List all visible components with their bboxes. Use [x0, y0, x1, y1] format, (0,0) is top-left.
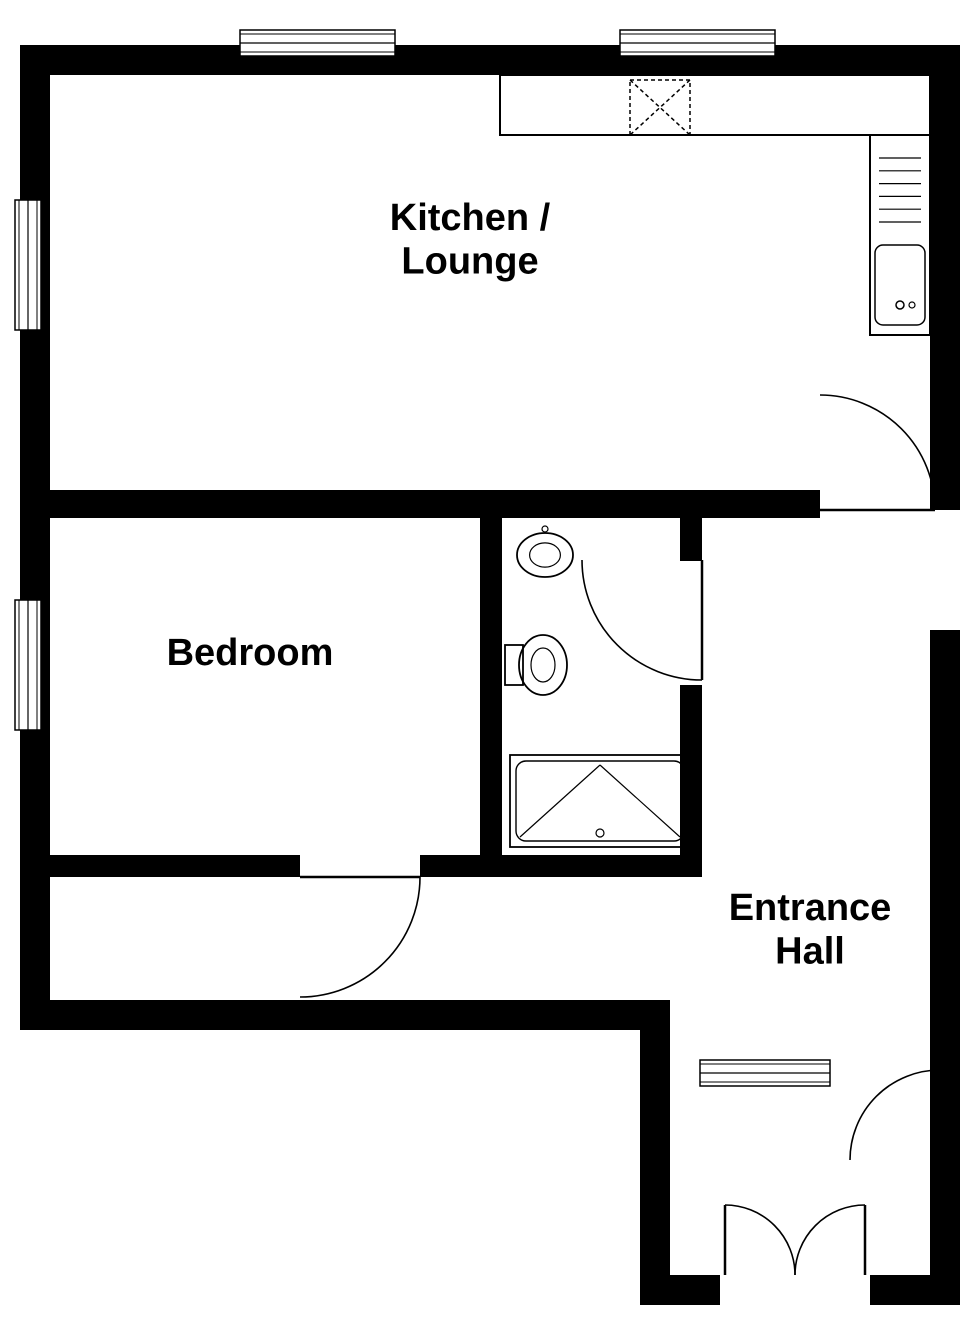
doors [300, 395, 940, 1275]
windows [15, 30, 830, 1086]
bathroom-fixtures [505, 526, 690, 847]
floor-plan: Kitchen /Lounge Bedroom EntranceHall [0, 0, 980, 1317]
label-entrance-hall: EntranceHall [729, 887, 892, 973]
label-bedroom: Bedroom [167, 632, 334, 674]
kitchen-fixtures [500, 75, 930, 335]
label-kitchen-lounge: Kitchen /Lounge [390, 197, 551, 283]
